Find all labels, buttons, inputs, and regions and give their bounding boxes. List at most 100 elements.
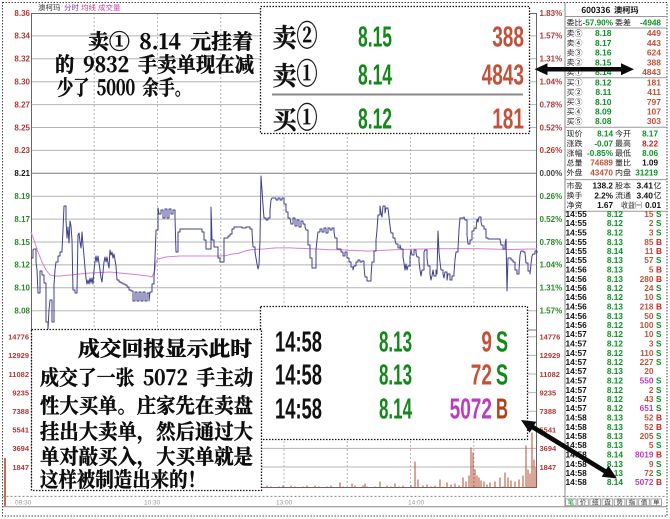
svg-text:181: 181 <box>647 77 661 87</box>
svg-text:2: 2 <box>649 218 654 228</box>
svg-text:14:57: 14:57 <box>566 394 588 404</box>
svg-text:5072: 5072 <box>635 477 654 487</box>
svg-text:14:58: 14:58 <box>566 459 588 469</box>
svg-text:5: 5 <box>649 440 654 450</box>
svg-text:5072: 5072 <box>450 393 492 425</box>
svg-text:S: S <box>656 339 662 349</box>
svg-text:14:56: 14:56 <box>566 265 588 275</box>
svg-text:8.14: 8.14 <box>607 477 624 487</box>
svg-text:S: S <box>496 326 508 358</box>
svg-text:797: 797 <box>647 97 661 107</box>
svg-text:10:30: 10:30 <box>144 500 161 507</box>
svg-text:14:56: 14:56 <box>566 320 588 330</box>
svg-text:8.13: 8.13 <box>607 468 624 478</box>
svg-text:8.13: 8.13 <box>607 440 624 450</box>
svg-text:1.04%: 1.04% <box>540 78 563 87</box>
svg-text:14:58: 14:58 <box>566 468 588 478</box>
svg-text:B: B <box>656 302 662 312</box>
svg-text:-0.07: -0.07 <box>594 139 613 148</box>
svg-text:8.10: 8.10 <box>595 97 612 107</box>
svg-text:11: 11 <box>645 246 654 256</box>
svg-text:1.57%: 1.57% <box>540 307 563 316</box>
svg-text:8.12: 8.12 <box>607 357 624 367</box>
svg-text:14:58: 14:58 <box>566 440 588 450</box>
svg-text:303: 303 <box>647 116 661 126</box>
svg-text:8.12: 8.12 <box>607 228 624 238</box>
svg-text:24: 24 <box>644 283 654 293</box>
svg-text:-0.85%: -0.85% <box>587 149 614 158</box>
svg-text:14:57: 14:57 <box>566 329 588 339</box>
svg-text:13:00: 13:00 <box>276 500 293 507</box>
svg-text:B: B <box>656 237 662 247</box>
svg-text:8.10: 8.10 <box>14 284 30 293</box>
svg-text:8.19: 8.19 <box>14 192 30 201</box>
svg-text:1847: 1847 <box>540 463 557 472</box>
svg-text:8.12: 8.12 <box>358 103 392 135</box>
svg-text:8.12: 8.12 <box>607 348 624 358</box>
svg-text:8.15: 8.15 <box>595 57 612 67</box>
svg-text:B: B <box>656 422 662 432</box>
svg-text:31219: 31219 <box>635 168 658 177</box>
svg-text:S: S <box>656 320 662 330</box>
svg-text:8.09: 8.09 <box>595 107 612 117</box>
svg-text:15: 15 <box>644 209 654 219</box>
svg-text:388: 388 <box>647 57 661 67</box>
svg-text:14776: 14776 <box>8 333 29 342</box>
svg-text:14:58: 14:58 <box>566 477 588 487</box>
svg-text:4843: 4843 <box>482 59 524 91</box>
svg-text:8.12: 8.12 <box>607 339 624 349</box>
svg-text:14:57: 14:57 <box>566 348 588 358</box>
svg-text:3: 3 <box>649 228 654 238</box>
svg-text:0.00%: 0.00% <box>540 169 563 178</box>
svg-text:8.13: 8.13 <box>607 311 624 321</box>
svg-text:1.09: 1.09 <box>642 159 658 168</box>
svg-text:8.17: 8.17 <box>14 215 30 224</box>
svg-text:8.21: 8.21 <box>14 169 30 178</box>
svg-text:14:55: 14:55 <box>566 228 588 238</box>
svg-text:B: B <box>656 246 662 256</box>
svg-text:8.13: 8.13 <box>607 422 624 432</box>
svg-text:388: 388 <box>492 21 524 53</box>
svg-text:443: 443 <box>647 38 661 48</box>
svg-text:1.04%: 1.04% <box>540 261 563 270</box>
svg-text:14:55: 14:55 <box>566 237 588 247</box>
svg-text:8.14: 8.14 <box>597 130 613 139</box>
svg-text:5: 5 <box>649 265 654 275</box>
svg-text:50: 50 <box>644 311 654 321</box>
svg-text:8.12: 8.12 <box>607 218 624 228</box>
svg-text:280: 280 <box>640 274 654 284</box>
svg-text:S: S <box>656 376 662 386</box>
svg-text:1847: 1847 <box>12 463 29 472</box>
svg-text:14:56: 14:56 <box>566 311 588 321</box>
svg-text:1.83%: 1.83% <box>540 9 563 18</box>
svg-text:8.12: 8.12 <box>607 292 624 302</box>
svg-text:8.13: 8.13 <box>607 459 624 469</box>
svg-text:4843: 4843 <box>642 67 661 77</box>
svg-text:651: 651 <box>640 403 654 413</box>
svg-text:2: 2 <box>649 385 654 395</box>
svg-text:0.52%: 0.52% <box>540 123 563 132</box>
svg-text:14:58: 14:58 <box>275 393 322 425</box>
svg-text:S: S <box>496 359 508 391</box>
svg-text:S: S <box>656 292 662 302</box>
svg-text:74689: 74689 <box>590 159 613 168</box>
svg-text:3694: 3694 <box>540 444 558 453</box>
svg-text:12929: 12929 <box>540 351 561 360</box>
svg-text:0.26%: 0.26% <box>540 146 563 155</box>
svg-text:S: S <box>656 431 662 441</box>
svg-text:411: 411 <box>647 87 661 97</box>
svg-text:-57.90%: -57.90% <box>583 19 614 28</box>
svg-text:52: 52 <box>644 422 654 432</box>
svg-text:107: 107 <box>647 107 661 117</box>
svg-text:110: 110 <box>640 348 654 358</box>
svg-text:0.52%: 0.52% <box>540 215 563 224</box>
svg-text:5541: 5541 <box>12 426 29 435</box>
svg-text:72: 72 <box>471 359 492 391</box>
svg-text:1.31%: 1.31% <box>540 284 563 293</box>
svg-text:8.36: 8.36 <box>14 9 30 18</box>
svg-text:9: 9 <box>481 326 492 358</box>
svg-text:8.12: 8.12 <box>607 209 624 219</box>
svg-text:52: 52 <box>644 413 654 423</box>
svg-text:S: S <box>656 468 662 478</box>
svg-text:B: B <box>656 477 662 487</box>
